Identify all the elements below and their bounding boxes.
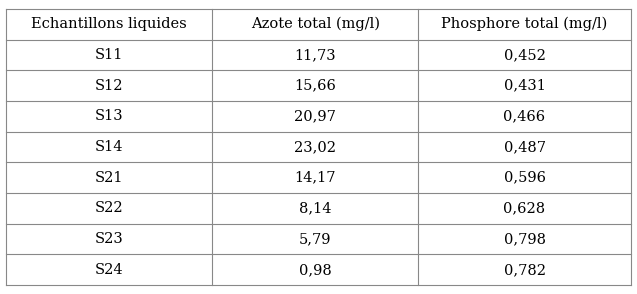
Text: S23: S23 [95, 232, 124, 246]
Text: 0,782: 0,782 [503, 263, 545, 277]
Text: 14,17: 14,17 [295, 171, 336, 185]
Text: S11: S11 [95, 48, 124, 62]
Text: 0,798: 0,798 [503, 232, 545, 246]
Text: 0,487: 0,487 [503, 140, 545, 154]
Text: 0,98: 0,98 [299, 263, 332, 277]
Text: Azote total (mg/l): Azote total (mg/l) [251, 17, 380, 31]
Text: 0,466: 0,466 [503, 109, 545, 123]
Text: 20,97: 20,97 [294, 109, 336, 123]
Text: 23,02: 23,02 [294, 140, 336, 154]
Text: 0,431: 0,431 [504, 78, 545, 93]
Text: Echantillons liquides: Echantillons liquides [31, 17, 187, 31]
Text: S14: S14 [95, 140, 124, 154]
Text: 0,628: 0,628 [503, 201, 545, 216]
Text: 0,452: 0,452 [504, 48, 545, 62]
Text: S21: S21 [95, 171, 124, 185]
Text: S24: S24 [95, 263, 124, 277]
Text: 0,596: 0,596 [503, 171, 545, 185]
Text: Phosphore total (mg/l): Phosphore total (mg/l) [441, 17, 608, 31]
Text: 11,73: 11,73 [294, 48, 336, 62]
Text: S12: S12 [95, 78, 124, 93]
Text: 8,14: 8,14 [299, 201, 332, 216]
Text: 15,66: 15,66 [294, 78, 336, 93]
Text: 5,79: 5,79 [299, 232, 332, 246]
Text: S13: S13 [95, 109, 124, 123]
Text: S22: S22 [95, 201, 124, 216]
